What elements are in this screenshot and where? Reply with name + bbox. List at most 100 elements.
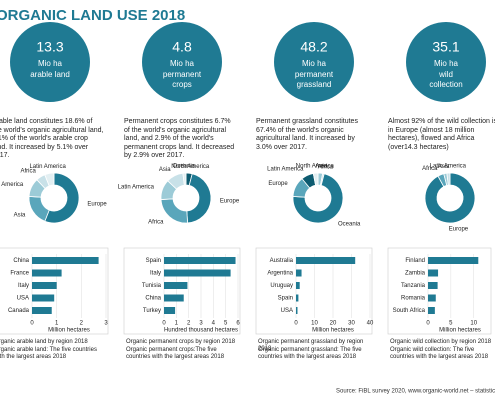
x-tick-label: 5 — [224, 321, 228, 327]
x-tick-label: 20 — [330, 321, 337, 327]
x-tick-label: 0 — [30, 321, 34, 327]
caption: Organic permanent crops by region 2018 — [126, 339, 236, 345]
bar — [164, 294, 184, 302]
donut-segment — [44, 172, 55, 187]
x-tick-label: 10 — [470, 321, 477, 327]
donut-segment — [446, 172, 451, 186]
donut-segment — [186, 173, 212, 224]
stat-circle — [10, 22, 90, 102]
y-tick-label: Finland — [405, 258, 425, 264]
x-tick-label: 0 — [426, 321, 430, 327]
stat-label: permanent — [295, 70, 334, 79]
donut-label: Europe — [268, 181, 288, 187]
stat-label: wild — [438, 70, 453, 79]
stat-unit: Mio ha — [38, 59, 63, 68]
stat-circle — [274, 22, 354, 102]
stat-label: permanent — [163, 70, 202, 79]
x-tick-label: 1 — [175, 321, 179, 327]
caption: Organic arable land by region 2018 — [0, 339, 88, 345]
stat-label: arable land — [30, 70, 70, 79]
donut-label: Europe — [87, 202, 107, 208]
bar — [428, 282, 438, 289]
description: Permanent crops constitutes 6.7% of the … — [124, 118, 235, 160]
y-tick-label: Uruguay — [270, 283, 293, 289]
x-tick-label: 0 — [294, 321, 298, 327]
y-tick-label: Tunisia — [142, 283, 162, 289]
caption: Organic wild collection: The five countr… — [390, 347, 489, 361]
bar — [32, 269, 62, 277]
chart-frame — [123, 247, 241, 335]
x-tick-label: 40 — [367, 321, 374, 327]
y-tick-label: USA — [17, 296, 29, 302]
y-tick-label: Zambia — [405, 271, 426, 277]
bar — [32, 294, 55, 302]
donut-label: Oceania — [173, 164, 196, 170]
bar — [428, 257, 479, 264]
bar — [32, 257, 99, 264]
stat-value: 13.3 — [36, 39, 63, 55]
donut-segment — [424, 172, 476, 224]
donut-label: Asia — [14, 213, 26, 219]
donut-label: Africa — [318, 164, 334, 170]
donut-segment — [28, 196, 50, 222]
stat-circle — [406, 22, 486, 102]
y-tick-label: Spain — [146, 258, 161, 264]
y-tick-label: China — [13, 258, 29, 264]
x-tick-label: 6 — [236, 321, 240, 327]
x-tick-label: 30 — [348, 321, 355, 327]
bar — [428, 307, 435, 314]
y-tick-label: Canada — [8, 308, 30, 314]
donut-label: North America — [0, 182, 24, 188]
bar — [428, 294, 436, 302]
x-tick-label: 2 — [187, 321, 191, 327]
x-tick-label: 5 — [449, 321, 453, 327]
bar — [32, 307, 52, 314]
caption: Organic arable land: The five countries … — [0, 347, 97, 361]
chart-frame — [387, 247, 492, 335]
donut-label: Latin America — [29, 164, 66, 170]
donut-label: Africa — [20, 169, 36, 175]
y-tick-label: China — [145, 296, 161, 302]
donut-label: Africa — [422, 166, 438, 172]
description: Almost 92% of the wild collection is in … — [388, 118, 495, 151]
y-tick-label: Romania — [401, 296, 426, 302]
donut-segment — [182, 172, 187, 186]
bar — [296, 307, 298, 314]
bar — [32, 282, 57, 289]
bar — [296, 282, 300, 289]
x-tick-label: 10 — [311, 321, 318, 327]
x-axis-label: Million hectares — [48, 328, 90, 334]
bar — [164, 282, 188, 289]
caption: Organic permanent grassland by region 20… — [258, 339, 364, 353]
donut-label: Asia — [438, 164, 450, 170]
stat-label: collection — [429, 80, 462, 89]
stat-label: crops — [172, 80, 192, 89]
donut-label: Latin America — [430, 164, 467, 170]
bar — [164, 269, 231, 277]
y-tick-label: South Africa — [393, 308, 426, 314]
bar — [296, 269, 302, 277]
y-tick-label: Argentina — [267, 271, 293, 277]
x-axis-label: Million hectares — [439, 328, 481, 334]
y-tick-label: USA — [281, 308, 293, 314]
y-tick-label: Tanzania — [401, 283, 426, 289]
y-tick-label: France — [10, 271, 29, 277]
donut-label: Asia — [315, 164, 327, 170]
donut-segment — [160, 198, 188, 224]
caption: Organic wild collection by region 2018 — [390, 339, 492, 345]
bar — [164, 257, 236, 264]
donut-segment — [312, 172, 319, 186]
x-tick-label: 1 — [55, 321, 59, 327]
y-tick-label: Turkey — [143, 308, 161, 314]
donut-label: Africa — [148, 220, 164, 226]
x-tick-label: 3 — [104, 321, 108, 327]
bar — [164, 307, 176, 314]
x-axis-label: Million hectares — [312, 328, 354, 334]
y-tick-label: Spain — [278, 296, 293, 302]
stat-value: 35.1 — [432, 39, 459, 55]
y-tick-label: Italy — [18, 283, 29, 289]
caption: Organic permanent grassland: The five co… — [258, 347, 362, 361]
donut-label: Asia — [159, 167, 171, 173]
